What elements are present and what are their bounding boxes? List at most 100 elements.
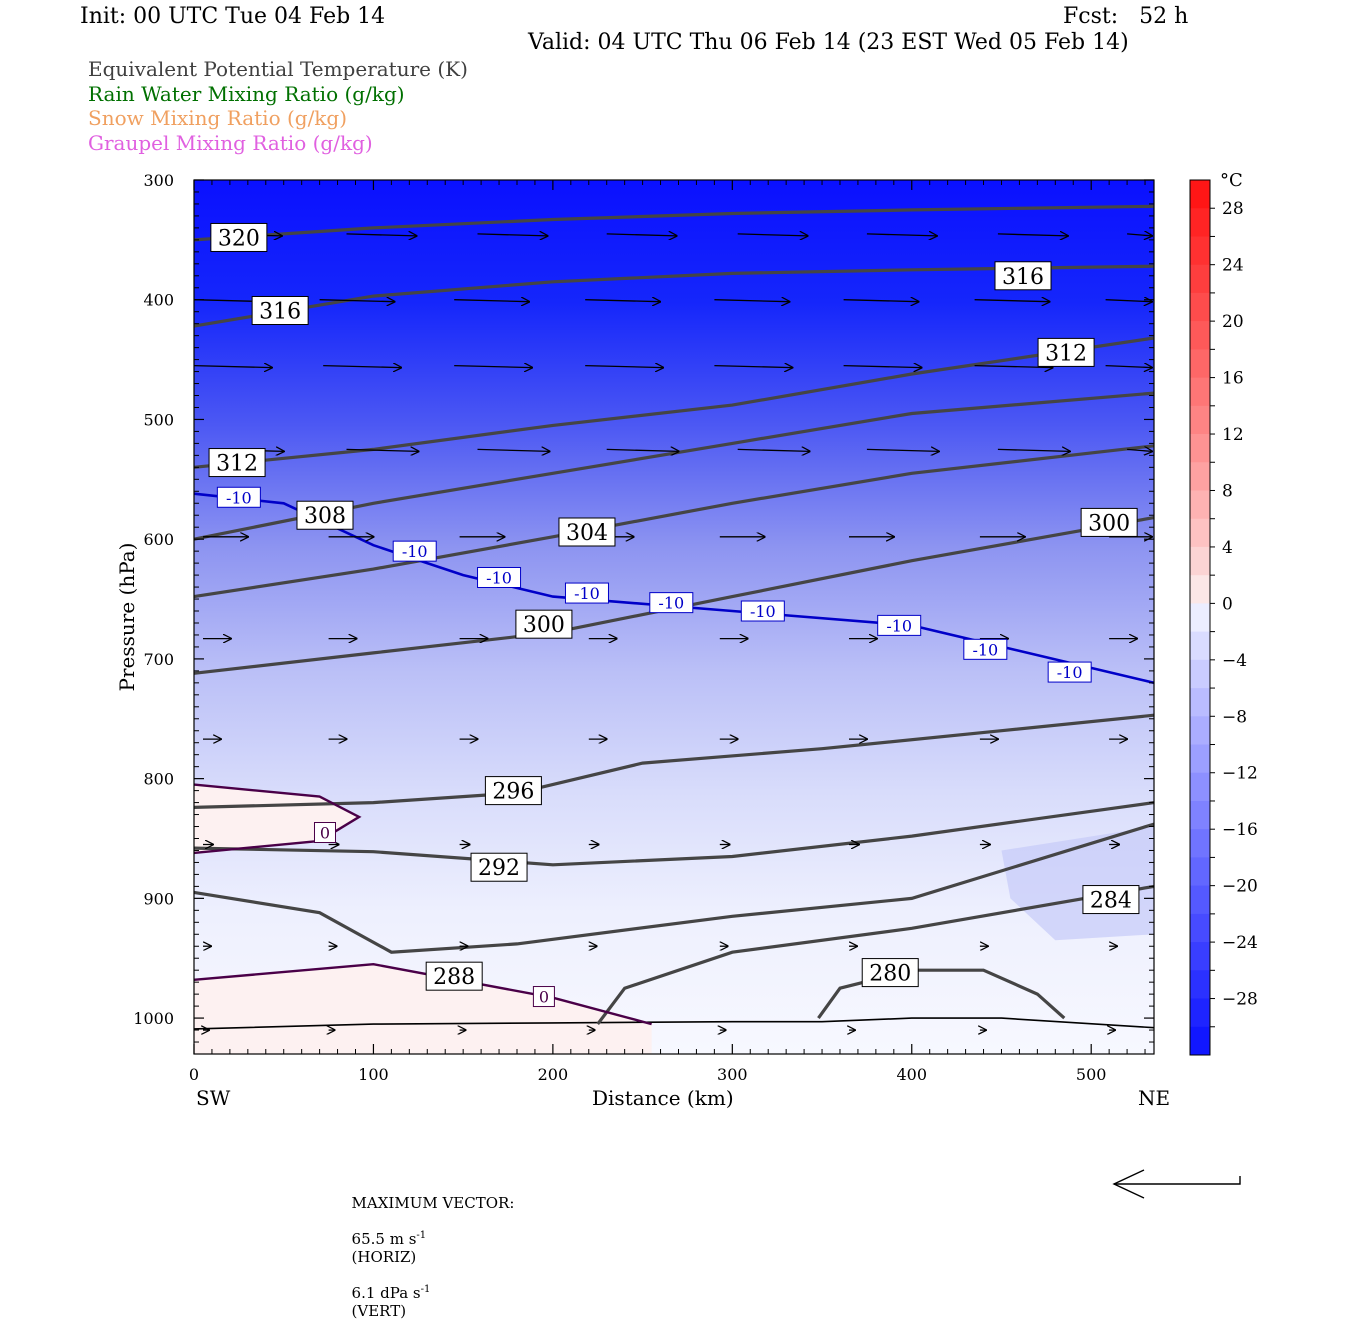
colorbar-band [1190,716,1210,745]
colorbar-band [1190,829,1210,858]
theta-e-contour-316 [193,264,1155,328]
theta-e-contour-300 [193,516,1155,675]
wind-arrow [454,366,532,368]
temp-label: 0 [539,988,549,1007]
colorbar-band [1190,292,1210,322]
max-vector-vert: 6.1 dPa s [351,1284,421,1302]
y-tick-label: 1000 [133,1009,174,1028]
x-tick-label: 400 [896,1065,927,1084]
max-vector-label: MAXIMUM VECTOR: [351,1194,515,1212]
colorbar-label: 12 [1222,425,1244,445]
max-vector-vert-unit: (VERT) [351,1302,407,1320]
colorbar-band [1190,405,1210,435]
theta-e-label-box [1082,885,1140,915]
theta-e-label: 312 [1045,341,1087,366]
temp-label-box [392,540,437,562]
sw-label: SW [196,1086,231,1110]
colorbar-band [1190,603,1210,633]
plot-frame [193,179,1155,1055]
wind-arrow [737,449,810,451]
theta-e-label-box [861,958,919,988]
theta-e-contour-280 [817,968,1066,1020]
wind-arrow [477,234,548,236]
temp-label: -10 [574,584,600,603]
theta-e-label: 304 [566,521,608,546]
temp-label: 0 [320,824,330,843]
theta-e-label-box [1037,337,1095,367]
temp-label-box [313,822,336,844]
wind-arrow [606,449,679,451]
colorbar-band [1190,208,1210,237]
temp-label-box [564,582,609,604]
colorbar-label: 28 [1222,199,1244,219]
colorbar-band [1190,913,1210,943]
valid-time: Valid: 04 UTC Thu 06 Feb 14 (23 EST Wed … [528,30,1129,55]
colorbar-label: −12 [1222,764,1258,784]
wind-arrow [866,449,939,451]
temp-label: -10 [658,594,684,613]
temp-label-box [740,600,785,622]
colorbar-label: −4 [1222,651,1247,671]
wind-arrow [1127,234,1152,236]
theta-e-contour-304 [193,444,1155,599]
temp-label-box [649,592,694,614]
theta-e-label-box [210,222,268,252]
x-tick-label: 300 [717,1065,748,1084]
colorbar-label: −20 [1222,877,1258,897]
wind-arrow [843,366,922,368]
theta-e-label: 300 [1088,511,1130,536]
legend-snow: Snow Mixing Ratio (g/kg) [88,106,348,130]
wind-arrow [1127,449,1152,451]
colorbar-label: −16 [1222,820,1258,840]
wind-arrow [346,234,417,236]
colorbar-label: −28 [1222,990,1258,1010]
colorbar-label: 16 [1222,369,1244,389]
legend-graupel: Graupel Mixing Ratio (g/kg) [88,131,373,155]
temp-label: -10 [402,542,428,561]
theta-e-contour-284 [596,884,1155,1026]
colorbar-band [1190,942,1210,971]
colorbar-band [1190,490,1210,520]
max-vector-arrow [1112,1169,1241,1199]
wind-arrow [1105,300,1152,302]
wind-arrow [714,300,789,302]
colorbar-label: 20 [1222,312,1244,332]
colorbar-label: 24 [1222,256,1244,276]
theta-e-label-box [1080,507,1138,537]
theta-e-label-box [484,776,542,806]
colorbar-label: 4 [1222,538,1233,558]
y-axis-label: Pressure (hPa) [115,543,139,692]
wind-arrow [585,300,660,302]
wind-arrow [319,300,395,302]
colorbar-band [1190,434,1210,463]
theta-e-contour-288 [193,822,1155,954]
temp-label-box [877,614,922,636]
colorbar-band [1190,462,1210,491]
colorbar-band [1190,688,1210,717]
max-vector-horiz: 65.5 m s [351,1230,417,1248]
wind-arrow [974,300,1050,302]
colorbar-band [1190,321,1210,350]
colorbar-label: 0 [1222,594,1233,614]
wind-arrow [346,449,419,451]
theta-e-label: 280 [869,962,911,987]
temp-label-box [477,566,522,588]
colorbar-band [1190,885,1210,915]
theta-e-contour-292 [193,801,1155,867]
colorbar-frame [1189,179,1211,1056]
wind-arrow [585,366,663,368]
legend-rain-water: Rain Water Mixing Ratio (g/kg) [88,82,405,106]
wind-arrow [454,300,529,302]
colorbar-band [1190,264,1210,294]
y-tick-label: 900 [143,889,174,908]
theta-e-label: 284 [1090,889,1132,914]
temp-label: -10 [486,568,512,587]
temp-label: -10 [750,602,776,621]
theta-e-label-box [208,448,266,478]
colorbar-band [1190,236,1210,266]
wind-arrow [843,300,919,302]
max-vector-line: MAXIMUM VECTOR: 65.5 m s-1 (HORIZ) 6.1 d… [342,1176,515,1320]
surface-line [193,1017,1155,1030]
colorbar-band [1190,970,1210,999]
cross-section-chart: 3203163163123123083043003002962922882842… [115,171,1258,1084]
